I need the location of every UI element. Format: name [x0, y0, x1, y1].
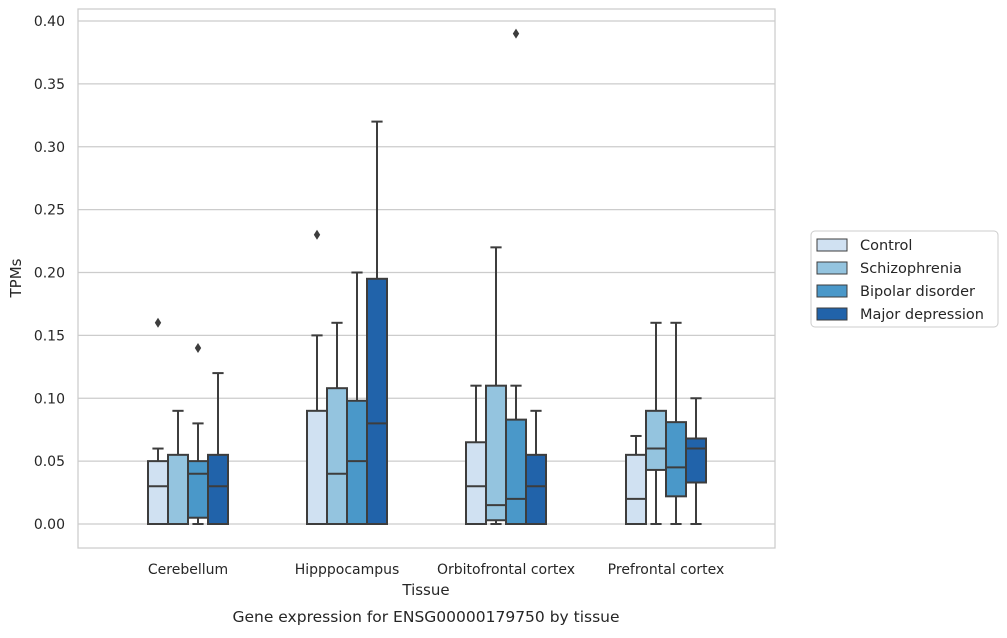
- box: [465, 384, 487, 526]
- box-body: [187, 460, 209, 519]
- legend-label: Schizophrenia: [860, 261, 962, 277]
- y-tick-label: 0.00: [34, 517, 65, 533]
- box-body: [685, 437, 707, 484]
- legend-frame: [810, 230, 999, 328]
- y-tick-label: 0.15: [34, 328, 65, 344]
- box-body: [167, 453, 189, 525]
- legend-label: Bipolar disorder: [860, 284, 975, 300]
- box: [207, 372, 229, 525]
- series-major-depression: [207, 120, 707, 525]
- outlier-point: [194, 342, 202, 353]
- y-tick-label: 0.20: [34, 266, 65, 282]
- box-body: [525, 453, 547, 525]
- box: [685, 397, 707, 525]
- box-body: [645, 409, 667, 471]
- box-body: [366, 277, 388, 525]
- x-tick-label: Prefrontal cortex: [608, 562, 725, 578]
- box: [306, 229, 328, 526]
- plot-frame: [77, 8, 776, 549]
- box-body: [625, 453, 647, 525]
- box-body: [207, 453, 229, 525]
- y-tick-label: 0.40: [34, 14, 65, 30]
- box: [625, 434, 647, 525]
- y-tick-label: 0.10: [34, 391, 65, 407]
- y-tick-label: 0.25: [34, 203, 65, 219]
- box: [187, 342, 209, 525]
- legend-swatch: [816, 261, 848, 275]
- y-tick-label: 0.05: [34, 454, 65, 470]
- legend: Control Schizophrenia Bipolar disorder Majo…: [810, 230, 999, 328]
- legend-label: Major depression: [860, 307, 984, 323]
- x-tick-label: Orbitofrontal cortex: [437, 562, 575, 578]
- series-schizophrenia: [167, 246, 667, 525]
- box-body: [306, 409, 328, 526]
- series-bipolar-disorder: [187, 28, 687, 526]
- box: [525, 409, 547, 525]
- box-series: [147, 28, 707, 526]
- y-axis-label: TPMs: [7, 258, 25, 298]
- x-axis-ticks: Cerebellum Hipppocampus Orbitofrontal cort…: [148, 562, 724, 578]
- box-body: [465, 441, 487, 526]
- box: [326, 321, 348, 525]
- x-tick-label: Hipppocampus: [295, 562, 400, 578]
- box: [167, 409, 189, 525]
- y-tick-label: 0.30: [34, 140, 65, 156]
- x-axis-label: Tissue: [401, 581, 449, 599]
- y-tick-label: 0.35: [34, 77, 65, 93]
- box-body: [147, 460, 169, 525]
- figure-caption: Gene expression for ENSG00000179750 by t…: [232, 608, 619, 626]
- box-body: [485, 384, 507, 522]
- box-body: [505, 418, 527, 525]
- box: [645, 321, 667, 525]
- box: [147, 317, 169, 525]
- legend-swatch: [816, 284, 848, 298]
- outlier-point: [512, 28, 520, 39]
- x-tick-label: Cerebellum: [148, 562, 228, 578]
- box: [665, 321, 687, 525]
- outlier-point: [154, 317, 162, 328]
- box-body: [346, 399, 368, 526]
- legend-swatch: [816, 307, 848, 321]
- legend-label: Control: [860, 238, 912, 254]
- box-body: [665, 421, 687, 498]
- box-body: [326, 387, 348, 525]
- legend-swatch: [816, 238, 848, 252]
- series-control: [147, 229, 647, 526]
- outlier-point: [313, 229, 321, 240]
- box: [366, 120, 388, 525]
- box: [485, 246, 507, 525]
- box: [346, 271, 368, 526]
- y-axis-ticks: 0.00 0.05 0.10 0.15 0.20 0.25 0.30 0.35 0.40: [34, 14, 65, 533]
- box: [505, 28, 527, 525]
